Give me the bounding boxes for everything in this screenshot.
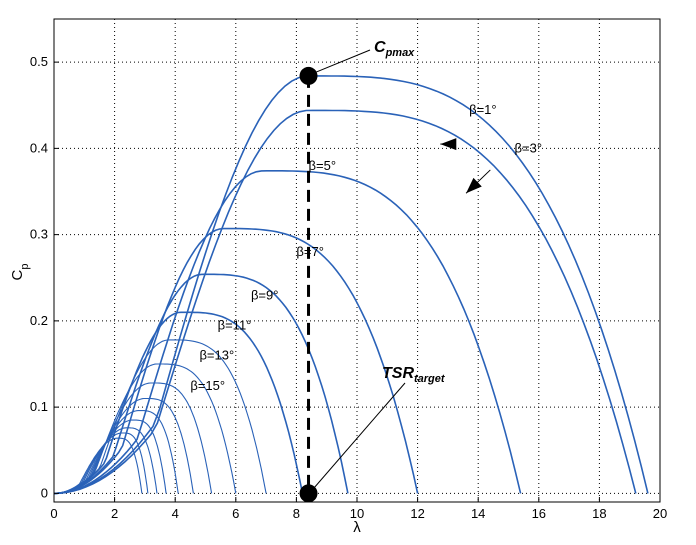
series-curves [53, 75, 649, 495]
cp-curve [53, 227, 419, 495]
cp-curve [53, 273, 349, 495]
tsr-arrow [314, 382, 406, 488]
x-tick-label: 4 [172, 506, 179, 521]
grid-lines [54, 19, 660, 502]
curve-label: β=3° [515, 141, 543, 156]
y-tick-label: 0.4 [30, 140, 48, 155]
curve-arrow-head [440, 138, 457, 151]
tsr-annotation: TSRtarget [382, 365, 446, 385]
y-tick-label: 0.3 [30, 227, 48, 242]
x-tick-label: 2 [111, 506, 118, 521]
tsr-target-point [299, 484, 318, 503]
annotations: Cpmax TSRtarget [299, 39, 446, 503]
cpmax-sub: pmax [385, 47, 416, 59]
tsr-sub: target [414, 373, 446, 385]
cp-curve [53, 109, 637, 495]
y-axis-label-sub: p [19, 264, 31, 270]
x-tick-label: 0 [50, 506, 57, 521]
y-tick-label: 0.2 [30, 313, 48, 328]
axis-ticks: 0 2 4 6 8 10 12 14 16 18 20 0 0.1 0.2 0.3 0.4 0.5 [30, 54, 667, 521]
cpmax-point [299, 66, 318, 85]
y-axis-label-main: C [9, 269, 26, 280]
y-tick-label: 0.5 [30, 54, 48, 69]
x-tick-label: 20 [653, 506, 667, 521]
cpmax-annotation: Cpmax [374, 39, 415, 59]
cp-curve [53, 75, 649, 495]
x-tick-label: 10 [350, 506, 364, 521]
y-tick-label: 0 [41, 485, 48, 500]
curve-label: β=1° [469, 102, 497, 117]
x-tick-label: 14 [471, 506, 485, 521]
cpmax-main: C [374, 39, 386, 56]
curve-label: β=9° [251, 287, 279, 302]
x-tick-label: 18 [592, 506, 606, 521]
x-tick-label: 6 [232, 506, 239, 521]
curve-label: β=15° [190, 378, 225, 393]
curve-label: β=13° [199, 348, 234, 363]
curve-label: β=11° [218, 318, 252, 333]
y-axis-label: Cp [9, 264, 31, 281]
cpmax-arrow [316, 49, 371, 73]
x-tick-label: 12 [410, 506, 424, 521]
cp-curve [54, 437, 143, 494]
curve-arrow-head [466, 177, 482, 194]
y-tick-label: 0.1 [30, 399, 48, 414]
x-tick-label: 16 [532, 506, 546, 521]
curve-label: β=5° [309, 158, 337, 173]
curve-labels: β=1° β=3° β=5° β=7° β=9° β=11° β=13° β=15° [190, 102, 542, 393]
curve-label: β=7° [296, 244, 324, 259]
tsr-main: TSR [382, 365, 414, 382]
x-tick-label: 8 [293, 506, 300, 521]
x-axis-label: λ [353, 519, 361, 536]
